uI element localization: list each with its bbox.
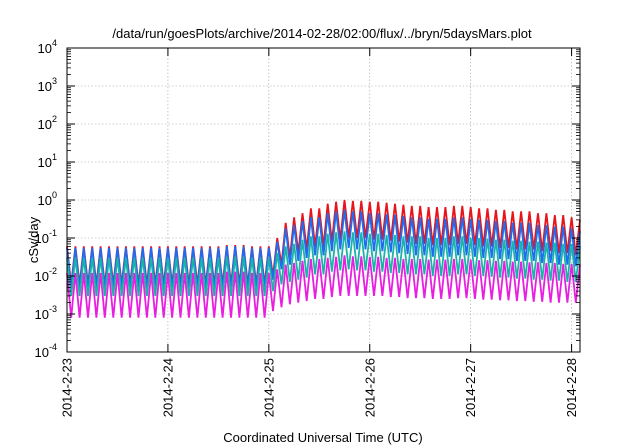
y-tick-label: 10-1 [35, 228, 57, 246]
y-tick-label: 10-3 [35, 304, 57, 322]
y-tick-exponent: 0 [52, 190, 57, 200]
x-tick-label: 2014-2-26 [362, 358, 377, 417]
grid-lines [67, 48, 580, 352]
chart-title: /data/run/goesPlots/archive/2014-02-28/0… [112, 26, 532, 41]
y-tick-base: 10 [35, 307, 49, 322]
series-line-3 [66, 231, 581, 297]
y-tick-base: 10 [35, 345, 49, 360]
y-tick-exponent: -4 [49, 342, 57, 352]
x-tick-label: 2014-2-24 [160, 358, 175, 417]
y-tick-exponent: -1 [49, 228, 57, 238]
y-tick-base: 10 [35, 269, 49, 284]
x-tick-label: 2014-2-28 [564, 358, 579, 417]
y-tick-label: 103 [38, 76, 57, 94]
x-tick-labels: 2014-2-23 2014-2-24 2014-2-25 2014-2-26 2014… [60, 358, 580, 417]
y-tick-label: 104 [38, 38, 57, 56]
y-tick-base: 10 [38, 117, 52, 132]
y-tick-label: 102 [38, 114, 57, 132]
series-line-2 [66, 209, 581, 288]
y-tick-label: 10-4 [35, 342, 57, 360]
series-lines [66, 199, 581, 318]
y-tick-exponent: -3 [49, 304, 57, 314]
y-axis-title: cSv/day [26, 216, 41, 263]
x-axis-title: Coordinated Universal Time (UTC) [223, 430, 422, 445]
y-tick-label: 10-2 [35, 266, 57, 284]
y-tick-exponent: 3 [52, 76, 57, 86]
y-tick-base: 10 [35, 231, 49, 246]
y-tick-exponent: 1 [52, 152, 57, 162]
y-tick-label: 100 [38, 190, 57, 208]
y-tick-base: 10 [38, 193, 52, 208]
y-tick-exponent: 4 [52, 38, 57, 48]
y-tick-exponent: 2 [52, 114, 57, 124]
x-tick-label: 2014-2-23 [60, 358, 75, 417]
y-tick-base: 10 [38, 79, 52, 94]
y-tick-base: 10 [38, 155, 52, 170]
y-tick-base: 10 [38, 41, 52, 56]
series-line-4 [66, 255, 581, 318]
axis-ticks [66, 47, 580, 353]
y-tick-exponent: -2 [49, 266, 57, 276]
y-tick-label: 101 [38, 152, 57, 170]
x-tick-label: 2014-2-27 [463, 358, 478, 417]
x-tick-label: 2014-2-25 [261, 358, 276, 417]
